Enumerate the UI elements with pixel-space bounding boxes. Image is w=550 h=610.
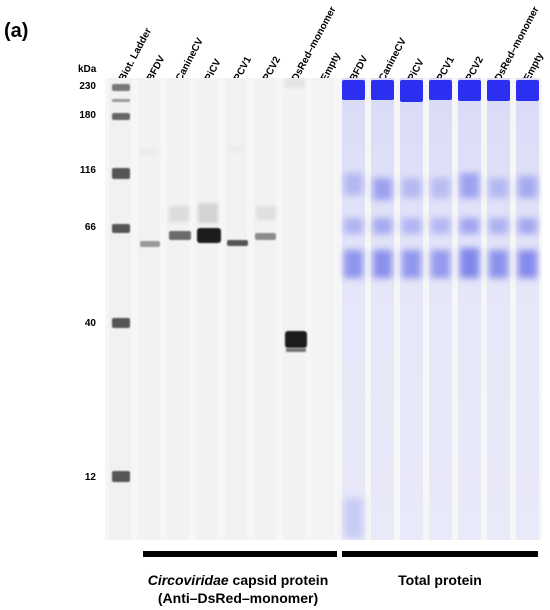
western-caption-line1: Circoviridae capsid protein bbox=[118, 571, 358, 589]
ladder-bands bbox=[112, 84, 130, 482]
western-caption: Circoviridae capsid protein (Anti–DsRed–… bbox=[118, 571, 358, 607]
gel-image bbox=[105, 78, 542, 540]
western-bands bbox=[140, 228, 307, 352]
total-protein-group-bar bbox=[342, 551, 538, 557]
western-faint-smears bbox=[140, 78, 305, 223]
lane-label-total-caninecv: CanineCV bbox=[377, 36, 409, 84]
gel-svg bbox=[105, 78, 542, 540]
kda-tick-66: 66 bbox=[84, 222, 96, 233]
total-protein-top-bands bbox=[342, 80, 539, 102]
panel-label: (a) bbox=[4, 20, 29, 42]
kda-tick-230: 230 bbox=[79, 81, 96, 92]
kda-tick-40: 40 bbox=[84, 318, 96, 329]
kda-axis-title: kDa bbox=[78, 64, 97, 75]
kda-tick-180: 180 bbox=[79, 110, 96, 121]
capsid-text: capsid protein bbox=[228, 572, 329, 588]
total-protein-lanes bbox=[342, 78, 539, 540]
western-lane-columns bbox=[109, 78, 334, 540]
western-group-bar bbox=[143, 551, 337, 557]
kda-tick-116: 116 bbox=[79, 165, 96, 176]
western-caption-line2: (Anti–DsRed–monomer) bbox=[157, 590, 319, 606]
lane-label-caninecv: CanineCV bbox=[174, 36, 206, 84]
total-protein-smears bbox=[344, 173, 537, 538]
total-protein-caption: Total protein bbox=[398, 572, 482, 588]
kda-tick-12: 12 bbox=[84, 472, 96, 483]
circoviridae-italic: Circoviridae bbox=[147, 572, 229, 588]
